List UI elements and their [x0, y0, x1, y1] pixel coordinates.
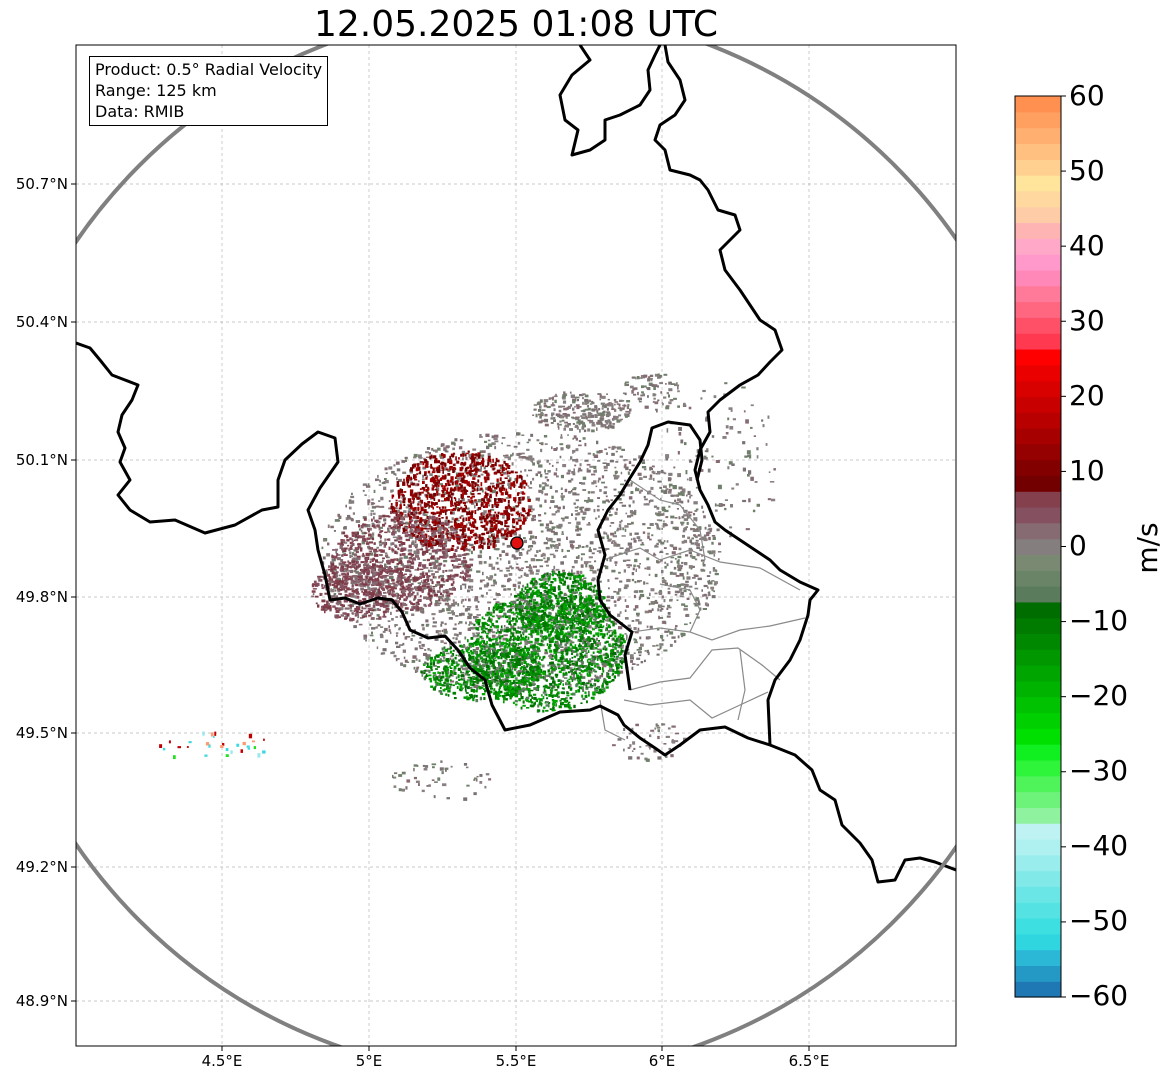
colorbar-segment: [1015, 317, 1061, 334]
colorbar-segment: [1015, 649, 1061, 666]
colorbar-segment: [1015, 680, 1061, 698]
colorbar-segment: [1015, 933, 1061, 951]
colorbar-segment: [1015, 807, 1061, 824]
colorbar-segment: [1015, 111, 1061, 129]
colorbar-segment: [1015, 143, 1061, 160]
colorbar-segment: [1015, 506, 1061, 524]
colorbar-label: 30: [1069, 304, 1105, 337]
colorbar-segment: [1015, 475, 1061, 492]
colorbar-segment: [1015, 965, 1061, 982]
colorbar-segment: [1015, 854, 1061, 872]
colorbar-segment: [1015, 522, 1061, 540]
colorbar-label: −30: [1069, 754, 1129, 787]
colorbar-label: 10: [1069, 454, 1105, 487]
colorbar-label: 0: [1069, 529, 1087, 562]
colorbar-segment: [1015, 775, 1061, 793]
colorbar-label: 60: [1069, 79, 1105, 112]
colorbar-segment: [1015, 712, 1061, 729]
colorbar-segment: [1015, 728, 1061, 745]
colorbar-segment: [1015, 949, 1061, 966]
colorbar-segment: [1015, 586, 1061, 603]
colorbar-segment: [1015, 696, 1061, 714]
map-title: 12.05.2025 01:08 UTC: [313, 4, 719, 45]
colorbar-label: −10: [1069, 604, 1129, 637]
radar-site-marker[interactable]: [510, 536, 524, 550]
colorbar-segment: [1015, 791, 1061, 808]
colorbar-segment: [1015, 380, 1061, 397]
info-data-source: Data: RMIB: [95, 102, 185, 121]
colorbar-segment: [1015, 823, 1061, 840]
lon-label: 4.5°E: [201, 1052, 243, 1070]
colorbar-segment: [1015, 570, 1061, 587]
colorbar-segment: [1015, 886, 1061, 903]
colorbar-segment: [1015, 396, 1061, 413]
axis-ticks: [71, 183, 810, 1051]
colorbar-segment: [1015, 333, 1061, 350]
colorbar-segment: [1015, 222, 1061, 239]
country-borders: [76, 45, 956, 884]
colorbar-segment: [1015, 665, 1061, 682]
lat-label: 50.4°N: [15, 313, 68, 331]
colorbar-ticks: [1061, 95, 1066, 998]
colorbar-segment: [1015, 127, 1061, 145]
colorbar-label: 20: [1069, 379, 1105, 412]
colorbar-segment: [1015, 981, 1061, 998]
colorbar-segment: [1015, 538, 1061, 556]
colorbar-segment: [1015, 601, 1061, 619]
colorbar-segment: [1015, 285, 1061, 303]
colorbar-segment: [1015, 759, 1061, 777]
lat-label: 50.7°N: [15, 175, 68, 193]
lat-label: 49.8°N: [15, 588, 68, 606]
colorbar-label: 50: [1069, 154, 1105, 187]
colorbar-label: −50: [1069, 904, 1129, 937]
colorbar-label: −20: [1069, 679, 1129, 712]
lon-label: 5°E: [355, 1052, 383, 1070]
lon-label: 6°E: [648, 1052, 676, 1070]
colorbar-segment: [1015, 206, 1061, 224]
colorbar-segment: [1015, 301, 1061, 318]
colorbar-segment: [1015, 443, 1061, 461]
lat-label: 49.5°N: [15, 724, 68, 742]
colorbar-segment: [1015, 269, 1061, 287]
colorbar-segment: [1015, 364, 1061, 382]
colorbar-segment: [1015, 554, 1061, 571]
colorbar-label: 40: [1069, 229, 1105, 262]
info-box: Product: 0.5° Radial Velocity Range: 125…: [89, 56, 329, 126]
colorbar-segment: [1015, 491, 1061, 508]
colorbar-segment: [1015, 254, 1061, 271]
colorbar-segment: [1015, 190, 1061, 208]
colorbar-segment: [1015, 633, 1061, 650]
province-borders: [599, 479, 806, 741]
gridlines: [76, 45, 956, 1046]
info-range: Range: 125 km: [95, 81, 217, 100]
velocity-echoes: [159, 373, 776, 801]
colorbar-segment: [1015, 838, 1061, 856]
colorbar-label: −60: [1069, 979, 1129, 1012]
colorbar-segment: [1015, 96, 1061, 113]
colorbar-unit: m/s: [1131, 522, 1164, 574]
colorbar-segment: [1015, 917, 1061, 935]
colorbar-segment: [1015, 902, 1061, 919]
colorbar: [1015, 96, 1061, 998]
colorbar-segment: [1015, 459, 1061, 476]
colorbar-label: −40: [1069, 829, 1129, 862]
colorbar-segment: [1015, 412, 1061, 429]
info-product: Product: 0.5° Radial Velocity: [95, 60, 323, 79]
colorbar-segment: [1015, 175, 1061, 192]
lon-label: 5.5°E: [495, 1052, 537, 1070]
colorbar-segment: [1015, 159, 1061, 176]
colorbar-segment: [1015, 617, 1061, 635]
colorbar-segment: [1015, 427, 1061, 445]
colorbar-segment: [1015, 870, 1061, 887]
colorbar-segment: [1015, 348, 1061, 366]
colorbar-segment: [1015, 238, 1061, 255]
colorbar-segment: [1015, 744, 1061, 761]
lon-label: 6.5°E: [788, 1052, 830, 1070]
lat-label: 48.9°N: [15, 992, 68, 1010]
lat-label: 49.2°N: [15, 858, 68, 876]
lat-label: 50.1°N: [15, 451, 68, 469]
